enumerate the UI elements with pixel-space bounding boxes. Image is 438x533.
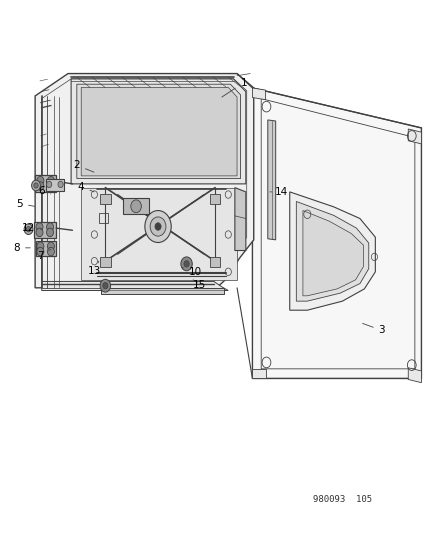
Polygon shape bbox=[302, 211, 363, 296]
Polygon shape bbox=[35, 74, 253, 288]
Polygon shape bbox=[100, 257, 110, 266]
Polygon shape bbox=[252, 369, 265, 378]
Polygon shape bbox=[35, 175, 56, 192]
Polygon shape bbox=[81, 188, 237, 280]
Polygon shape bbox=[100, 194, 110, 204]
Circle shape bbox=[26, 227, 31, 232]
Polygon shape bbox=[77, 84, 240, 179]
Circle shape bbox=[47, 247, 54, 256]
Polygon shape bbox=[209, 257, 220, 266]
Circle shape bbox=[58, 181, 63, 188]
Polygon shape bbox=[42, 281, 228, 290]
Circle shape bbox=[24, 224, 33, 235]
Polygon shape bbox=[81, 87, 237, 176]
Polygon shape bbox=[252, 88, 420, 378]
Polygon shape bbox=[252, 88, 265, 100]
Polygon shape bbox=[71, 79, 245, 184]
Circle shape bbox=[37, 182, 44, 190]
Polygon shape bbox=[101, 288, 223, 294]
Polygon shape bbox=[34, 222, 56, 238]
Text: 3: 3 bbox=[362, 324, 385, 335]
Circle shape bbox=[46, 223, 53, 231]
Circle shape bbox=[46, 181, 52, 188]
Circle shape bbox=[47, 242, 54, 251]
Text: 15: 15 bbox=[193, 280, 206, 289]
Circle shape bbox=[37, 176, 44, 185]
Text: 12: 12 bbox=[22, 223, 42, 233]
Polygon shape bbox=[267, 120, 275, 240]
Text: 4: 4 bbox=[78, 182, 94, 192]
Polygon shape bbox=[234, 188, 245, 251]
Text: 10: 10 bbox=[182, 267, 201, 277]
Polygon shape bbox=[209, 194, 220, 204]
Circle shape bbox=[102, 282, 108, 289]
Circle shape bbox=[36, 223, 43, 231]
Text: 14: 14 bbox=[269, 187, 287, 197]
Circle shape bbox=[155, 223, 161, 230]
Circle shape bbox=[34, 183, 38, 188]
Circle shape bbox=[145, 211, 171, 243]
Circle shape bbox=[184, 261, 189, 267]
Circle shape bbox=[131, 200, 141, 213]
Circle shape bbox=[46, 228, 53, 237]
Circle shape bbox=[47, 176, 54, 185]
Text: 980093  105: 980093 105 bbox=[312, 495, 371, 504]
Text: 1: 1 bbox=[221, 78, 247, 97]
Circle shape bbox=[37, 242, 44, 251]
Polygon shape bbox=[46, 179, 64, 191]
Circle shape bbox=[36, 228, 43, 237]
Circle shape bbox=[32, 180, 40, 191]
Text: 7: 7 bbox=[37, 249, 50, 261]
Text: 8: 8 bbox=[13, 243, 30, 253]
Polygon shape bbox=[123, 198, 149, 214]
Polygon shape bbox=[296, 201, 368, 301]
Polygon shape bbox=[407, 368, 420, 383]
Text: 13: 13 bbox=[88, 261, 101, 276]
Text: 6: 6 bbox=[38, 186, 50, 196]
Circle shape bbox=[100, 279, 110, 292]
Polygon shape bbox=[407, 129, 420, 144]
Text: 5: 5 bbox=[16, 199, 35, 208]
Polygon shape bbox=[289, 192, 374, 310]
Circle shape bbox=[180, 257, 192, 271]
Circle shape bbox=[150, 217, 166, 236]
Circle shape bbox=[47, 182, 54, 190]
Text: 2: 2 bbox=[73, 160, 94, 172]
Circle shape bbox=[37, 247, 44, 256]
Polygon shape bbox=[36, 241, 56, 256]
